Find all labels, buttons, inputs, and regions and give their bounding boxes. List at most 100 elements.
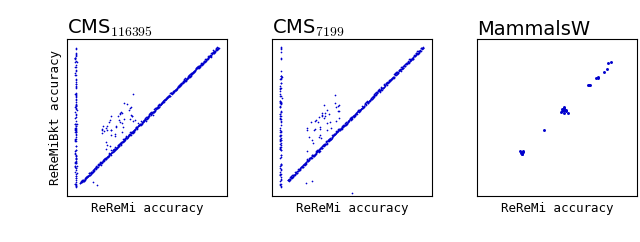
Point <box>317 113 327 117</box>
Point <box>209 51 219 55</box>
Point <box>398 64 408 68</box>
Point <box>319 142 330 146</box>
Point <box>275 87 285 91</box>
Point <box>123 135 133 138</box>
Point <box>405 58 415 62</box>
Point <box>77 179 88 182</box>
Point <box>412 52 422 55</box>
Point <box>199 59 209 63</box>
Point <box>322 139 332 143</box>
Point <box>83 174 93 178</box>
Point <box>317 144 328 148</box>
Point <box>371 92 381 96</box>
Point <box>405 57 415 61</box>
Point <box>309 154 319 158</box>
Point <box>157 99 168 103</box>
Point <box>177 81 187 85</box>
Point <box>330 132 340 136</box>
Point <box>113 114 124 118</box>
Point <box>310 120 320 123</box>
Point <box>313 148 323 152</box>
Point <box>340 121 351 125</box>
Point <box>348 114 358 118</box>
Point <box>275 112 285 116</box>
Point <box>72 171 82 175</box>
Point <box>71 103 81 107</box>
Point <box>391 72 401 76</box>
Point <box>349 113 360 117</box>
Point <box>200 58 211 61</box>
Point <box>70 56 81 60</box>
Point <box>70 144 81 148</box>
Point <box>603 61 613 65</box>
Point <box>409 54 419 58</box>
Point <box>95 161 105 165</box>
Point <box>320 114 330 118</box>
Point <box>71 157 81 160</box>
Point <box>311 151 321 155</box>
Point <box>334 109 344 113</box>
Point <box>143 116 153 120</box>
Point <box>175 82 186 85</box>
Point <box>212 46 223 50</box>
Point <box>80 177 90 181</box>
Point <box>188 70 198 74</box>
Point <box>72 148 82 151</box>
Point <box>135 123 145 127</box>
Point <box>115 111 125 115</box>
Point <box>70 168 81 172</box>
Point <box>104 154 114 158</box>
Point <box>106 153 116 157</box>
Point <box>304 135 314 139</box>
Point <box>275 116 285 120</box>
Point <box>317 111 327 115</box>
Point <box>416 49 426 53</box>
Point <box>275 147 285 151</box>
Point <box>195 64 205 68</box>
Point <box>330 93 340 97</box>
Point <box>335 128 346 132</box>
Point <box>143 115 154 119</box>
Point <box>214 46 224 50</box>
Point <box>92 165 102 169</box>
Point <box>174 84 184 88</box>
Point <box>103 154 113 158</box>
Point <box>376 86 387 90</box>
Point <box>276 177 286 181</box>
Point <box>276 130 286 134</box>
Point <box>92 166 102 169</box>
Point <box>72 108 82 112</box>
Point <box>314 115 324 119</box>
Point <box>376 85 386 89</box>
Point <box>116 143 126 146</box>
Point <box>175 84 185 88</box>
Point <box>70 80 81 84</box>
Point <box>72 122 82 126</box>
Point <box>388 76 398 80</box>
Point <box>71 92 81 96</box>
Point <box>397 66 408 70</box>
Point <box>108 148 118 152</box>
Point <box>400 64 410 68</box>
Point <box>70 161 81 165</box>
Point <box>77 178 87 182</box>
Point <box>92 165 102 169</box>
Point <box>333 128 344 132</box>
Point <box>124 134 134 138</box>
Point <box>212 47 222 51</box>
Point <box>191 66 201 70</box>
Point <box>78 178 88 182</box>
Point <box>109 145 120 149</box>
Point <box>201 57 211 61</box>
Point <box>415 49 425 53</box>
Point <box>70 176 81 180</box>
Point <box>188 70 198 74</box>
Point <box>164 91 175 95</box>
Point <box>371 91 381 94</box>
Point <box>161 96 172 99</box>
Point <box>114 143 124 147</box>
Point <box>159 98 170 102</box>
Point <box>285 175 295 179</box>
Point <box>100 157 111 161</box>
Point <box>416 46 426 50</box>
